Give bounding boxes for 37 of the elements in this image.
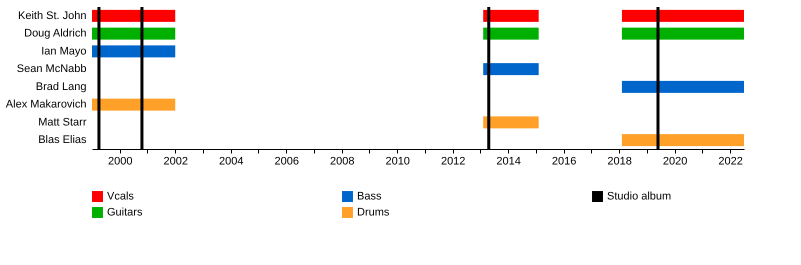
y-tick-label: Alex Makarovich xyxy=(6,98,86,111)
bar xyxy=(483,63,539,76)
legend-label: Bass xyxy=(357,190,382,203)
x-tick-label: 2012 xyxy=(440,156,466,168)
legend-label: Studio album xyxy=(607,190,672,203)
bar xyxy=(483,28,539,40)
bar xyxy=(622,10,744,22)
y-tick-label: Brad Lang xyxy=(36,80,86,93)
x-tick-label: 2004 xyxy=(218,156,244,168)
bar xyxy=(92,45,176,58)
bar xyxy=(622,134,744,146)
bar xyxy=(483,10,539,22)
x-tick-label: 2002 xyxy=(163,156,188,168)
bar xyxy=(92,28,176,40)
bar xyxy=(92,10,176,22)
x-tick-label: 2014 xyxy=(496,156,521,168)
bar xyxy=(483,116,539,128)
legend-label: Vcals xyxy=(107,190,134,203)
legend-label: Drums xyxy=(357,206,390,218)
x-tick-label: 2008 xyxy=(330,156,354,168)
bar xyxy=(622,80,744,93)
x-tick-label: 2018 xyxy=(607,156,632,168)
y-tick-label: Sean McNabb xyxy=(16,63,86,76)
y-tick-label: Keith St. John xyxy=(18,10,86,22)
bar xyxy=(92,98,176,111)
x-tick-label: 2006 xyxy=(274,156,299,168)
x-tick-label: 2022 xyxy=(718,156,743,168)
bar xyxy=(622,28,744,40)
y-tick-label: Blas Elias xyxy=(38,134,87,146)
x-tick-label: 2016 xyxy=(552,156,576,168)
x-tick-label: 2000 xyxy=(108,156,132,168)
y-tick-label: Matt Starr xyxy=(38,116,87,128)
x-tick-label: 2020 xyxy=(662,156,688,168)
y-tick-label: Doug Aldrich xyxy=(24,28,86,40)
legend-label: Guitars xyxy=(107,206,143,218)
x-tick-label: 2010 xyxy=(385,156,410,168)
y-tick-label: Ian Mayo xyxy=(41,45,86,58)
